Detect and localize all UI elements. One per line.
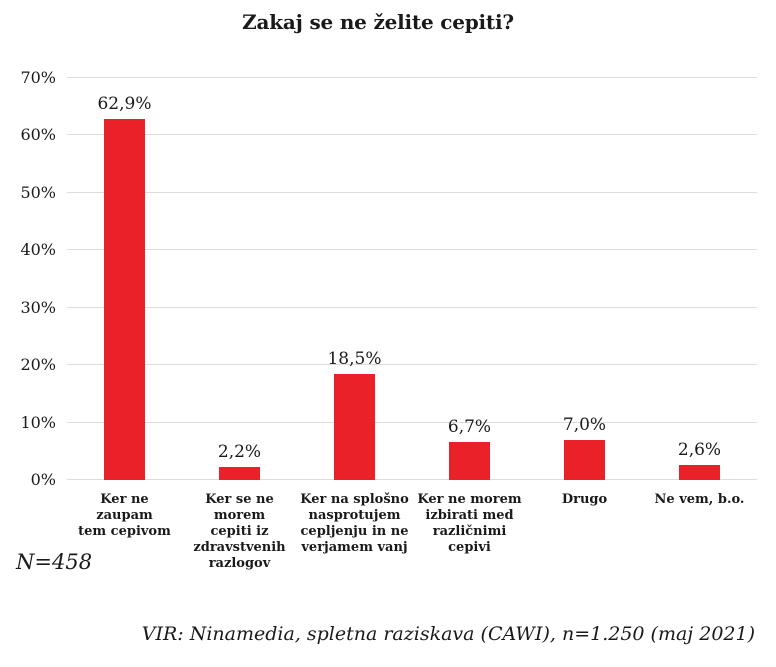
y-axis-tick-label: 50%: [20, 182, 56, 202]
gridline: [67, 134, 757, 136]
gridline: [67, 421, 757, 423]
bar-column: 7,0%: [527, 78, 642, 480]
chart-title: Zakaj se ne želite cepiti?: [242, 10, 514, 34]
bar-value-label: 2,2%: [217, 442, 262, 463]
y-axis-tick-label: 10%: [20, 412, 56, 432]
bar: [104, 118, 145, 480]
bar-category-label: Ker ne zaupam tem cepivom: [78, 492, 171, 539]
bar-category-label: Ker se ne morem cepiti iz zdravstvenih r…: [193, 492, 286, 571]
bar-columns: 62,9% 2,2% 18,5% 6,7% 7,0% 2,6%: [67, 78, 757, 480]
bar-value-label: 62,9%: [97, 93, 152, 114]
bar-value-label: 6,7%: [447, 416, 492, 437]
bar: [449, 441, 490, 480]
source-note: VIR: Ninamedia, spletna raziskava (CAWI)…: [141, 623, 755, 645]
category-axis: Ker ne zaupam tem cepivom Ker se ne morem…: [67, 492, 757, 572]
y-axis-tick-label: 20%: [20, 355, 56, 375]
y-axis-tick-label: 70%: [20, 68, 56, 87]
bar-column: 6,7%: [412, 78, 527, 480]
y-axis-tick-label: 0%: [30, 470, 56, 489]
gridline: [67, 364, 757, 366]
bar-value-label: 18,5%: [327, 348, 382, 369]
bar-column: 2,6%: [642, 78, 757, 480]
y-axis-tick-label: 30%: [20, 297, 56, 317]
y-axis-tick-label: 60%: [20, 125, 56, 145]
gridline: [67, 306, 757, 308]
bar-value-label: 7,0%: [562, 414, 607, 435]
bar-column: 18,5%: [297, 78, 412, 480]
gridline: [67, 191, 757, 193]
bar-category-label: Ker ne morem izbirati med različnimi cep…: [417, 492, 522, 555]
bar-column: 2,2%: [182, 78, 297, 480]
y-axis-tick-label: 40%: [20, 240, 56, 260]
bar: [564, 439, 605, 480]
bar-category-label: Ker na splošno nasprotujem cepljenju in …: [300, 492, 409, 555]
gridline: [67, 479, 757, 480]
bar: [334, 373, 375, 480]
bar-value-label: 2,6%: [677, 440, 722, 461]
bar-category-label: Drugo: [561, 492, 608, 507]
gridline: [67, 77, 757, 78]
bar: [219, 467, 260, 480]
bar-column: 62,9%: [67, 78, 182, 480]
plot-area: 0% 10% 20% 30% 40% 50% 60% 70% 62,9% 2,2% 18,5% 6,7…: [20, 68, 757, 489]
gridline: [67, 249, 757, 251]
bar: [679, 465, 720, 480]
sample-size-note: N=458: [16, 550, 93, 574]
bar-category-label: Ne vem, b.o.: [654, 492, 745, 507]
